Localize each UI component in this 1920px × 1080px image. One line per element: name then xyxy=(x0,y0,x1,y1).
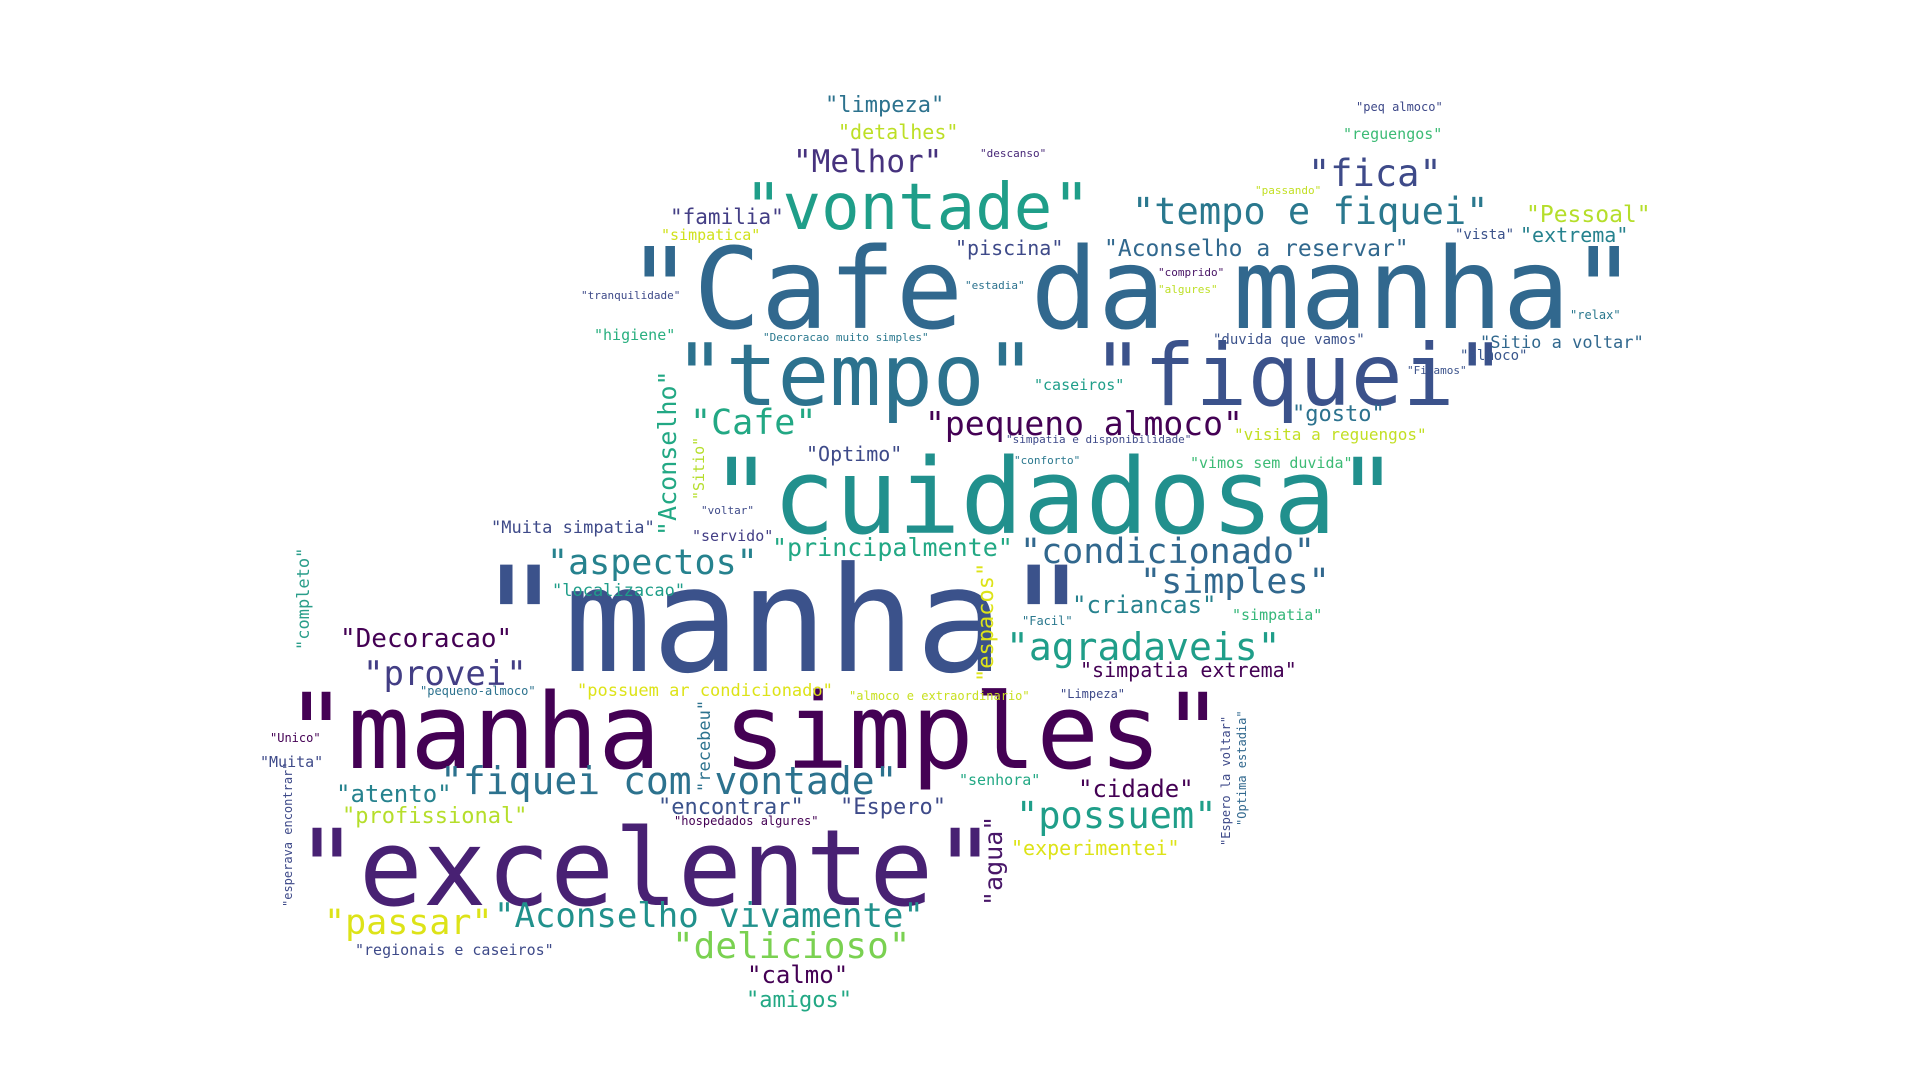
word: "Muita simpatia" xyxy=(491,518,655,538)
word: "pequeno-almoco" xyxy=(420,684,536,698)
word: "aspectos" xyxy=(547,543,758,583)
word: "principalmente" xyxy=(772,533,1013,562)
word: "esperava encontrar" xyxy=(281,762,295,908)
word: "possuem" xyxy=(1016,794,1217,837)
word: "provei" xyxy=(363,654,527,694)
word: "agradaveis" xyxy=(1006,625,1281,669)
word: "reguengos" xyxy=(1343,125,1443,143)
word: "Sitio a voltar" xyxy=(1480,333,1644,353)
word: "familia" xyxy=(670,205,784,229)
word: "gosto" xyxy=(1292,402,1385,427)
word: "Cafe" xyxy=(690,403,817,443)
word: "completo" xyxy=(294,547,314,650)
word: "almoco" xyxy=(1460,348,1528,364)
word: "tempo e fiquei" xyxy=(1132,190,1489,233)
word: "Sitio" xyxy=(690,436,708,500)
word: "fiquei com vontade" xyxy=(440,759,898,803)
word: "condicionado" xyxy=(1020,532,1316,572)
word: "Melhor" xyxy=(793,144,943,180)
word: "espacos" xyxy=(974,562,999,682)
word: "Aconselho" xyxy=(653,370,682,536)
word: "localizacao" xyxy=(552,581,686,601)
word: "visita a reguengos" xyxy=(1234,425,1427,444)
word: "atento" xyxy=(336,780,452,808)
word: "Muita" xyxy=(260,753,324,771)
word: "Aconselho a reservar" xyxy=(1104,236,1409,262)
word: "Decoracao muito simples" xyxy=(763,331,929,344)
word: "vimos sem duvida" xyxy=(1190,454,1353,472)
word: "Aconselho vivamente" xyxy=(494,896,924,936)
word: "fica" xyxy=(1308,152,1442,195)
word: "detalhes" xyxy=(838,120,959,144)
word: "cuidadosa" xyxy=(710,436,1399,558)
word: "passando" xyxy=(1255,184,1322,197)
word: "servido" xyxy=(692,527,774,545)
word: "vista" xyxy=(1455,227,1515,243)
word: "profissional" xyxy=(342,804,528,829)
word: "piscina" xyxy=(955,236,1064,260)
word: "passar" xyxy=(324,903,493,943)
word: "tempo" xyxy=(674,326,1037,426)
word: "Optimo" xyxy=(806,442,903,466)
word: "peq almoco" xyxy=(1356,100,1443,114)
word: "Facil" xyxy=(1022,614,1073,628)
word: "simpatia e disponibilidade" xyxy=(1006,433,1192,446)
word: "simpatia" xyxy=(1232,606,1323,624)
word: "higiene" xyxy=(594,326,676,344)
word: "experimentei" xyxy=(1011,836,1180,860)
word: "Unico" xyxy=(270,731,321,745)
word: "excelente" xyxy=(295,807,997,930)
word: "regionais e caseiros" xyxy=(355,941,554,959)
word: "fiquei" xyxy=(1092,326,1507,426)
word: "algures" xyxy=(1158,283,1218,296)
word: "cidade" xyxy=(1078,775,1194,803)
word: "Ficamos" xyxy=(1407,364,1467,377)
word: "Optima estadia" xyxy=(1235,710,1249,826)
word: "Cafe da manha" xyxy=(626,225,1638,355)
word: "extrema" xyxy=(1520,223,1629,247)
word: "comprido" xyxy=(1158,266,1225,279)
word: "encontrar" xyxy=(658,795,804,820)
word: "simpatia extrema" xyxy=(1080,658,1297,682)
word: "calmo" xyxy=(747,961,849,989)
word: "Decoracao" xyxy=(340,624,513,654)
word: "voltar" xyxy=(701,504,754,517)
word: "caseiros" xyxy=(1034,376,1125,394)
word: "criancas" xyxy=(1072,591,1217,619)
word: "conforto" xyxy=(1014,454,1081,467)
word: "hospedados algures" xyxy=(674,814,819,828)
word: "Espero" xyxy=(840,795,946,820)
word: "delicioso" xyxy=(672,926,911,967)
word: "possuem ar condicionado" xyxy=(577,681,833,701)
word: "Limpeza" xyxy=(1060,687,1126,701)
word: "manha" xyxy=(476,536,1092,706)
word: "Espero la voltar" xyxy=(1219,715,1233,846)
word: "amigos" xyxy=(746,988,852,1013)
word: "simples" xyxy=(1140,562,1330,602)
word: "senhora" xyxy=(959,771,1041,789)
word: "limpeza" xyxy=(825,93,945,118)
word: "vontade" xyxy=(744,171,1091,245)
word: "agua" xyxy=(979,815,1008,906)
word: "relax" xyxy=(1570,308,1621,322)
word: "Pessoal" xyxy=(1526,202,1651,228)
word: "estadia" xyxy=(965,279,1025,292)
word: "simpatica" xyxy=(661,226,761,244)
word: "pequeno almoco" xyxy=(925,404,1243,443)
word: "duvida que vamos" xyxy=(1213,332,1365,348)
word: "manha simples" xyxy=(285,671,1225,793)
word: "descanso" xyxy=(980,147,1047,160)
word: "almoco e extraordinario" xyxy=(849,689,1030,703)
word: "tranquilidade" xyxy=(581,289,681,302)
